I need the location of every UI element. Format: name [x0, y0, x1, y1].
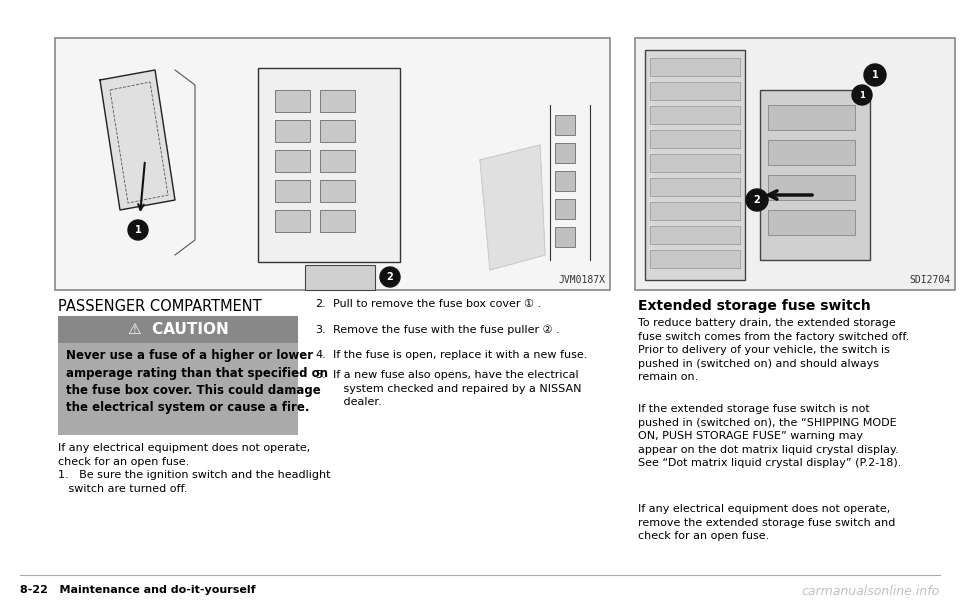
Bar	[320, 150, 355, 172]
Bar	[555, 115, 575, 135]
Bar	[555, 227, 575, 247]
Text: If a new fuse also opens, have the electrical
   system checked and repaired by : If a new fuse also opens, have the elect…	[333, 370, 582, 407]
Text: To reduce battery drain, the extended storage
fuse switch comes from the factory: To reduce battery drain, the extended st…	[638, 318, 909, 382]
Bar	[768, 175, 855, 200]
Text: 2: 2	[754, 195, 760, 205]
Circle shape	[864, 64, 886, 86]
Text: If the fuse is open, replace it with a new fuse.: If the fuse is open, replace it with a n…	[333, 350, 588, 360]
Text: Extended storage fuse switch: Extended storage fuse switch	[638, 299, 871, 313]
Text: ⚠  CAUTION: ⚠ CAUTION	[128, 322, 228, 337]
Bar	[650, 130, 740, 148]
Bar	[275, 210, 310, 232]
Text: 8-22   Maintenance and do-it-yourself: 8-22 Maintenance and do-it-yourself	[20, 585, 255, 595]
Bar	[320, 180, 355, 202]
Bar	[265, 75, 390, 255]
Bar	[320, 120, 355, 142]
Polygon shape	[480, 145, 545, 270]
Text: 3.: 3.	[315, 325, 325, 335]
Bar	[635, 38, 955, 290]
Text: If the extended storage fuse switch is not
pushed in (switched on), the “SHIPPIN: If the extended storage fuse switch is n…	[638, 404, 901, 469]
Bar	[650, 106, 740, 124]
Bar	[320, 90, 355, 112]
Text: 5.: 5.	[315, 370, 325, 380]
Bar	[650, 226, 740, 244]
Bar	[650, 202, 740, 220]
Bar	[258, 68, 400, 262]
Bar	[645, 50, 745, 280]
Bar	[55, 38, 610, 290]
Bar	[305, 265, 375, 290]
Bar	[768, 140, 855, 165]
Bar	[650, 58, 740, 76]
Text: If any electrical equipment does not operate,
remove the extended storage fuse s: If any electrical equipment does not ope…	[638, 504, 896, 541]
Text: If any electrical equipment does not operate,
check for an open fuse.: If any electrical equipment does not ope…	[58, 443, 310, 467]
Bar	[275, 120, 310, 142]
Polygon shape	[100, 70, 175, 210]
Text: Never use a fuse of a higher or lower
amperage rating than that specified on
the: Never use a fuse of a higher or lower am…	[66, 349, 328, 414]
Text: 1: 1	[872, 70, 878, 80]
Bar	[58, 316, 298, 343]
Text: carmanualsonline.info: carmanualsonline.info	[802, 585, 940, 598]
Text: Pull to remove the fuse box cover ① .: Pull to remove the fuse box cover ① .	[333, 299, 541, 309]
Bar	[320, 210, 355, 232]
Text: Remove the fuse with the fuse puller ② .: Remove the fuse with the fuse puller ② .	[333, 325, 560, 335]
Text: PASSENGER COMPARTMENT: PASSENGER COMPARTMENT	[58, 299, 262, 314]
Text: SDI2704: SDI2704	[909, 275, 950, 285]
Bar	[275, 180, 310, 202]
Bar	[768, 105, 855, 130]
Bar	[650, 154, 740, 172]
Bar	[555, 143, 575, 163]
Bar	[555, 171, 575, 191]
Bar	[760, 90, 870, 260]
Circle shape	[746, 189, 768, 211]
Bar	[650, 178, 740, 196]
Text: 2: 2	[387, 272, 394, 282]
Bar	[275, 150, 310, 172]
Text: 1: 1	[134, 225, 141, 235]
Text: 2.: 2.	[315, 299, 325, 309]
Bar	[650, 250, 740, 268]
Bar	[275, 90, 310, 112]
Bar	[650, 82, 740, 100]
Text: 1: 1	[859, 90, 865, 100]
Circle shape	[380, 267, 400, 287]
Text: JVM0187X: JVM0187X	[558, 275, 605, 285]
Bar	[58, 343, 298, 435]
Text: 1.   Be sure the ignition switch and the headlight
   switch are turned off.: 1. Be sure the ignition switch and the h…	[58, 470, 330, 494]
Bar	[555, 199, 575, 219]
Circle shape	[852, 85, 872, 105]
Text: 4.: 4.	[315, 350, 325, 360]
Circle shape	[128, 220, 148, 240]
Bar	[768, 210, 855, 235]
